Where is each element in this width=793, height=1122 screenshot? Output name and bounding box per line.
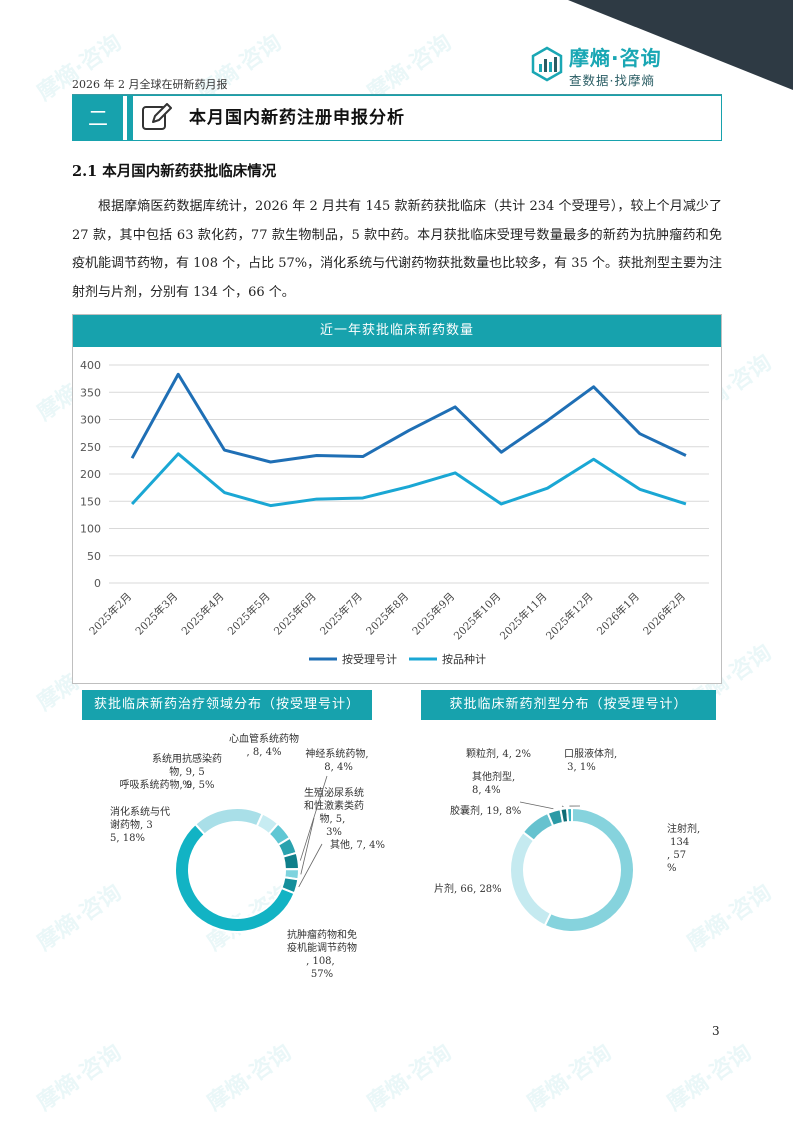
slice-label: 口服液体剂, 3, 1% (564, 747, 617, 773)
y-tick-label: 400 (80, 359, 101, 372)
legend-label: 按受理号计 (342, 652, 397, 666)
x-tick-label: 2025年7月 (317, 590, 365, 638)
donut-slice (509, 830, 553, 927)
therapeutic-area-donut-chart: 抗肿瘤药物和免疫机能调节药物, 108, 57% 消化系统与代谢药物, 3 5, 1… (110, 732, 385, 980)
leader-line (519, 801, 554, 810)
y-tick-label: 350 (80, 386, 101, 399)
slice-label: 颗粒剂, 4, 2% (466, 747, 531, 760)
series-line-1 (130, 372, 687, 464)
x-tick-label: 2026年2月 (640, 590, 688, 638)
x-tick-label: 2025年6月 (271, 590, 319, 638)
leader-line (298, 843, 323, 888)
legend-label: 按品种计 (442, 652, 486, 666)
subsection-title: 2.1 本月国内新药获批临床情况 (72, 163, 277, 180)
header-divider (72, 94, 722, 95)
x-tick-label: 2025年4月 (179, 590, 227, 638)
report-title: 2026 年 2 月全球在研新药月报 (72, 78, 228, 91)
donut-slice (281, 851, 301, 871)
line-chart-title: 近一年获批临床新药数量 (73, 315, 721, 347)
slice-label: 其他剂型, 8, 4% (472, 770, 518, 796)
dosage-form-donut-chart: 注射剂, 134, 57 % 片剂, 66, 28% 胶囊剂, 19, 8% 其他剂型,… (434, 747, 700, 933)
y-tick-label: 0 (94, 577, 101, 590)
section-title: 本月国内新药注册申报分析 (189, 108, 405, 128)
slice-label: 胶囊剂, 19, 8% (450, 804, 521, 817)
corner-decoration (568, 0, 793, 90)
x-tick-label: 2025年2月 (87, 590, 135, 638)
section-divider-stripe (123, 96, 133, 140)
x-tick-label: 2025年12月 (543, 590, 595, 642)
slice-label: 系统用抗感染药物, 9, 5% (152, 752, 222, 791)
x-tick-label: 2025年3月 (133, 590, 181, 638)
slice-label: 生殖泌尿系统和性激素类药物, 5, 3% (304, 786, 364, 838)
logo-icon (531, 46, 563, 82)
edit-icon (142, 103, 172, 130)
watermark: 摩熵·咨询 (32, 1040, 127, 1116)
x-tick-label: 2025年8月 (363, 590, 411, 638)
y-tick-label: 200 (80, 468, 101, 481)
y-tick-label: 150 (80, 495, 101, 508)
series-line-2 (130, 452, 687, 508)
slice-label: 注射剂, 134, 57% (667, 822, 700, 874)
company-logo: 摩熵·咨询 查数据·找摩熵 (525, 42, 695, 92)
section-number: 二 (73, 96, 123, 140)
y-tick-label: 300 (80, 414, 101, 427)
logo-slogan: 查数据·找摩熵 (569, 73, 655, 88)
x-tick-label: 2025年11月 (497, 590, 549, 642)
y-tick-label: 250 (80, 441, 101, 454)
leader-line (561, 805, 564, 807)
x-tick-label: 2025年5月 (225, 590, 273, 638)
y-tick-label: 50 (87, 550, 101, 563)
x-tick-label: 2025年9月 (410, 590, 458, 638)
x-tick-label: 2025年10月 (451, 590, 503, 642)
watermark: 摩熵·咨询 (522, 1040, 617, 1116)
slice-label: 片剂, 66, 28% (434, 882, 502, 895)
donut-slice (543, 806, 635, 933)
slice-label: 抗肿瘤药物和免疫机能调节药物, 108, 57% (287, 928, 357, 980)
slice-label: 呼吸系统药物, 9, 5% (120, 778, 215, 791)
watermark: 摩熵·咨询 (362, 1040, 457, 1116)
body-paragraph: 根据摩熵医药数据库统计，2026 年 2 月共有 145 款新药获批临床（共计 … (72, 199, 722, 300)
dosage-chart-title: 获批临床新药剂型分布（按受理号计） (421, 690, 716, 720)
donut-slice (193, 807, 264, 836)
donut-slice (280, 876, 300, 895)
donut-slice (565, 806, 573, 824)
line-chart-panel: 近一年获批临床新药数量 0 50 100 150 200 250 300 350 400 2025… (72, 314, 722, 684)
y-tick-label: 100 (80, 523, 101, 536)
slice-label: 心血管系统药物, 8, 4% (229, 732, 299, 758)
therapeutic-chart-title: 获批临床新药治疗领域分布（按受理号计） (82, 690, 372, 720)
page-number: 3 (712, 1024, 720, 1038)
slice-label: 神经系统药物, 8, 4% (305, 747, 368, 773)
section-heading: 二 本月国内新药注册申报分析 (72, 95, 722, 141)
x-tick-label: 2026年1月 (594, 590, 642, 638)
slice-label: 其他, 7, 4% (330, 838, 385, 851)
watermark: 摩熵·咨询 (662, 1040, 757, 1116)
logo-name: 摩熵·咨询 (569, 46, 662, 70)
slice-label: 消化系统与代谢药物, 3 5, 18% (110, 805, 170, 844)
leader-line (300, 817, 315, 875)
watermark: 摩熵·咨询 (202, 1040, 297, 1116)
